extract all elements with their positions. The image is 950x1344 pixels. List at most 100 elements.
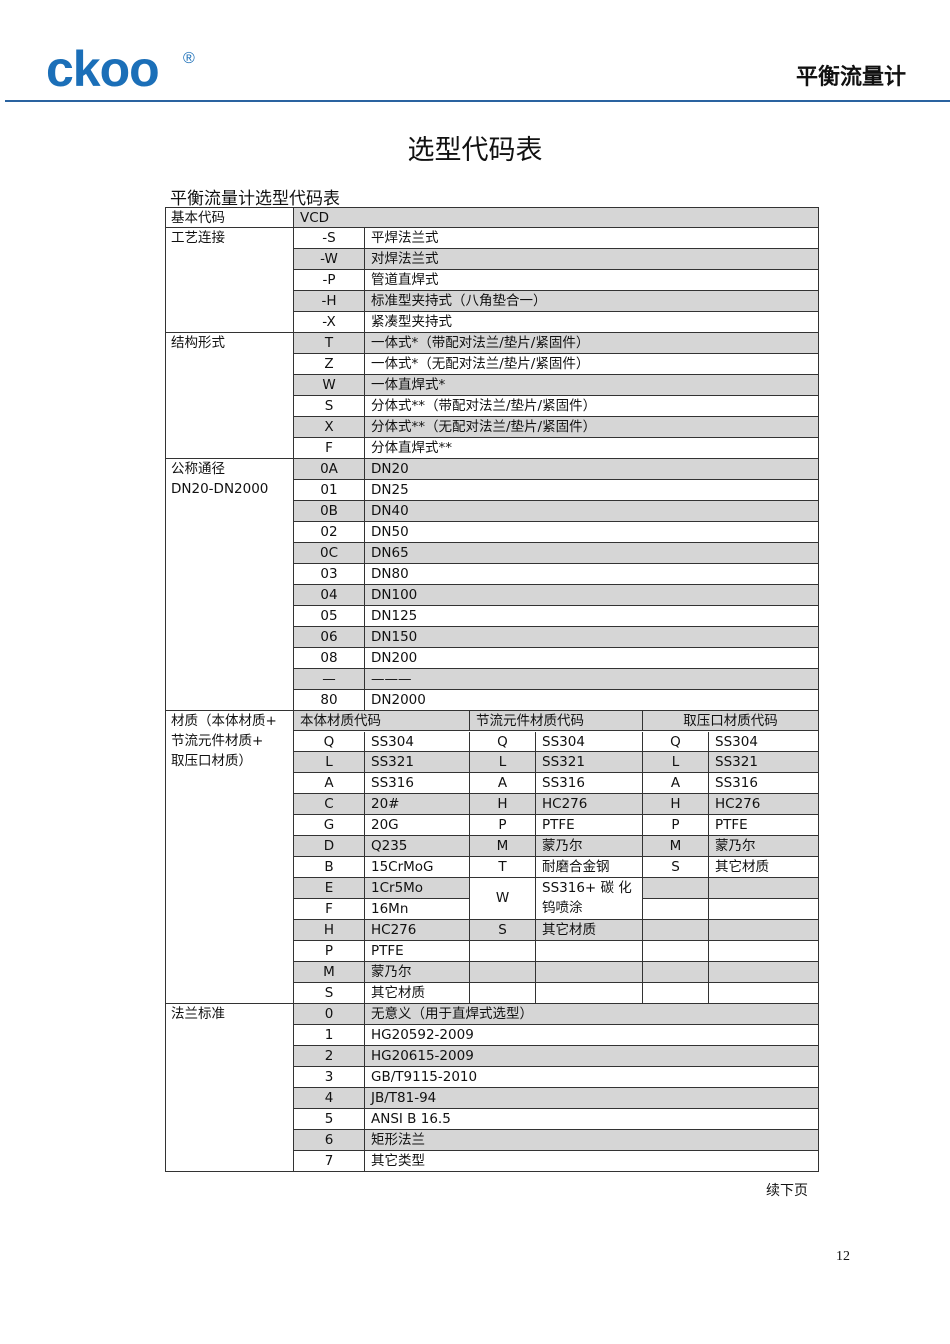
tap-material-code: M xyxy=(643,836,709,858)
registered-mark: ® xyxy=(183,50,195,67)
tap-material-name: PTFE xyxy=(709,815,819,837)
tap-material-code: P xyxy=(643,815,709,837)
description-cell: DN40 xyxy=(365,500,819,522)
body-material-code: F xyxy=(294,899,365,921)
empty-cell xyxy=(470,941,536,963)
body-material-code: D xyxy=(294,836,365,858)
tap-material-name: SS316 xyxy=(709,773,819,795)
code-cell: 0A xyxy=(294,459,365,480)
empty-cell xyxy=(470,962,536,983)
description-cell: 一体直焊式* xyxy=(365,375,819,397)
description-cell: 其它类型 xyxy=(365,1150,819,1172)
code-cell: -H xyxy=(294,291,365,313)
product-header: 平衡流量计 xyxy=(795,65,906,90)
code-cell: 5 xyxy=(294,1108,365,1130)
material-label: 材质（本体材质+ 节流元件材质+ 取压口材质） xyxy=(165,710,294,1004)
tap-material-name: SS321 xyxy=(709,752,819,774)
code-cell: 05 xyxy=(294,605,365,627)
body-material-name: PTFE xyxy=(365,941,470,963)
flange-standard-label: 法兰标准 xyxy=(165,1003,294,1172)
body-material-code: P xyxy=(294,941,365,963)
throttle-material-code: P xyxy=(470,815,536,837)
description-cell: 分体式**（无配对法兰/垫片/紧固件） xyxy=(365,417,819,439)
code-cell: 6 xyxy=(294,1129,365,1151)
empty-cell xyxy=(709,878,819,900)
code-cell: 4 xyxy=(294,1087,365,1109)
body-material-name: SS304 xyxy=(365,731,470,753)
body-material-code: A xyxy=(294,773,365,795)
body-material-name: 15CrMoG xyxy=(365,857,470,879)
code-cell: 02 xyxy=(294,521,365,543)
tap-material-code: L xyxy=(643,752,709,774)
throttle-material-name: 耐磨合金钢 xyxy=(536,857,643,879)
description-cell: DN125 xyxy=(365,605,819,627)
empty-cell xyxy=(709,920,819,942)
code-cell: 2 xyxy=(294,1045,365,1067)
description-cell: DN25 xyxy=(365,479,819,501)
code-cell: W xyxy=(294,375,365,397)
tap-material-name: 其它材质 xyxy=(709,857,819,879)
description-cell: 平焊法兰式 xyxy=(365,228,819,250)
code-cell: -P xyxy=(294,270,365,292)
empty-cell xyxy=(536,983,643,1004)
body-material-code: M xyxy=(294,962,365,983)
empty-cell xyxy=(709,899,819,921)
throttle-material-code: T xyxy=(470,857,536,879)
tap-material-name: HC276 xyxy=(709,794,819,816)
body-material-name: 蒙乃尔 xyxy=(365,962,470,983)
process-connection-label: 工艺连接 xyxy=(165,228,294,334)
throttle-material-name: PTFE xyxy=(536,815,643,837)
continued-note: 续下页 xyxy=(766,1183,808,1199)
body-material-code: E xyxy=(294,878,365,900)
body-material-header: 本体材质代码 xyxy=(294,710,470,732)
header-divider xyxy=(5,100,950,102)
code-cell: X xyxy=(294,417,365,439)
empty-cell xyxy=(470,983,536,1004)
tap-material-code: A xyxy=(643,773,709,795)
tap-material-name: 蒙乃尔 xyxy=(709,836,819,858)
description-cell: DN80 xyxy=(365,563,819,585)
throttle-material-name: 其它材质 xyxy=(536,920,643,942)
empty-cell xyxy=(643,878,709,900)
code-cell: T xyxy=(294,333,365,355)
nominal-diameter-label: 公称通径 DN20-DN2000 xyxy=(165,459,294,711)
code-cell: 80 xyxy=(294,689,365,711)
description-cell: DN65 xyxy=(365,542,819,564)
body-material-code: S xyxy=(294,983,365,1004)
description-cell: HG20615-2009 xyxy=(365,1045,819,1067)
tap-material-code: H xyxy=(643,794,709,816)
throttle-material-name: HC276 xyxy=(536,794,643,816)
description-cell: 分体直焊式** xyxy=(365,438,819,459)
empty-cell xyxy=(643,983,709,1004)
description-cell: 矩形法兰 xyxy=(365,1129,819,1151)
code-cell: 08 xyxy=(294,647,365,669)
structure-type-label: 结构形式 xyxy=(165,333,294,459)
empty-cell xyxy=(709,962,819,983)
description-cell: DN2000 xyxy=(365,689,819,711)
code-cell: 3 xyxy=(294,1066,365,1088)
code-cell: F xyxy=(294,438,365,459)
body-material-name: 16Mn xyxy=(365,899,470,921)
body-material-code: B xyxy=(294,857,365,879)
body-material-name: SS316 xyxy=(365,773,470,795)
description-cell: ——— xyxy=(365,668,819,690)
body-material-code: Q xyxy=(294,731,365,753)
code-cell: Z xyxy=(294,354,365,376)
code-cell: -W xyxy=(294,249,365,271)
throttle-material-name: SS321 xyxy=(536,752,643,774)
empty-cell xyxy=(643,920,709,942)
body-material-code: H xyxy=(294,920,365,942)
description-cell: DN20 xyxy=(365,459,819,480)
base-code-cell: VCD xyxy=(294,207,819,229)
body-material-name: Q235 xyxy=(365,836,470,858)
description-cell: 无意义（用于直焊式选型） xyxy=(365,1003,819,1025)
description-cell: GB/T9115-2010 xyxy=(365,1066,819,1088)
page-number: 12 xyxy=(836,1249,850,1264)
throttle-material-code: S xyxy=(470,920,536,942)
description-cell: ANSI B 16.5 xyxy=(365,1108,819,1130)
body-material-name: 1Cr5Mo xyxy=(365,878,470,900)
tap-material-code: Q xyxy=(643,731,709,753)
body-material-name: HC276 xyxy=(365,920,470,942)
code-cell: — xyxy=(294,668,365,690)
base-code-label: 基本代码 xyxy=(165,207,294,229)
